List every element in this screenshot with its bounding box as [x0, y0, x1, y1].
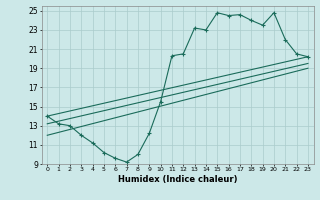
X-axis label: Humidex (Indice chaleur): Humidex (Indice chaleur) [118, 175, 237, 184]
